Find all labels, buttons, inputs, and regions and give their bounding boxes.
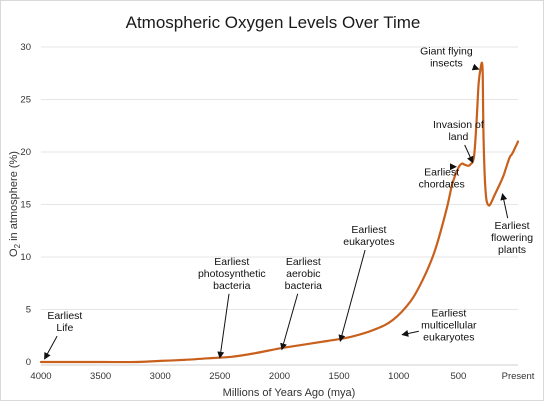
x-tick-label: Present bbox=[502, 371, 535, 382]
annotation-label: Giant flying bbox=[420, 46, 473, 58]
annotation-label: Earliest bbox=[495, 220, 530, 232]
annotation-label: multicellular bbox=[421, 319, 477, 331]
axis-layer: 4000 3500 3000 2500 2000 1500 1000 500 Present bbox=[30, 364, 535, 382]
annotation-label: Earliest bbox=[431, 307, 466, 319]
annotation-label: flowering bbox=[491, 232, 533, 244]
annotation-label: Invasion of bbox=[433, 119, 484, 131]
x-tick-label: 1000 bbox=[388, 371, 409, 382]
annotation-label: Life bbox=[56, 322, 73, 334]
annotation-label: Earliest bbox=[286, 256, 321, 268]
y-tick-label: 5 bbox=[26, 305, 31, 316]
chart-title: Atmospheric Oxygen Levels Over Time bbox=[126, 13, 421, 32]
x-tick-label: 2000 bbox=[269, 371, 290, 382]
annotation-arrow bbox=[338, 249, 366, 342]
annotation-label: insects bbox=[430, 58, 463, 70]
annotation-label: bacteria bbox=[285, 280, 323, 292]
y-axis-label-main: O bbox=[8, 248, 20, 257]
annotation-label: land bbox=[448, 131, 468, 143]
series-layer bbox=[39, 61, 520, 364]
annotation-label: Earliest bbox=[424, 166, 459, 178]
y-axis-label-subscript: 2 bbox=[13, 243, 22, 248]
x-tick-label: 4000 bbox=[30, 371, 51, 382]
annotation-label: eukaryotes bbox=[343, 236, 394, 248]
x-tick-label: 3500 bbox=[90, 371, 111, 382]
annotation-arrow bbox=[471, 63, 480, 71]
annotation-arrow bbox=[464, 144, 474, 164]
y-tick-label: 0 bbox=[26, 357, 31, 368]
annotation-label: photosynthetic bbox=[198, 268, 266, 280]
x-tick-label: 500 bbox=[450, 371, 466, 382]
grid-layer: 0 5 10 15 20 25 30 bbox=[20, 42, 518, 368]
annotation-label: bacteria bbox=[213, 280, 251, 292]
y-tick-label: 30 bbox=[20, 42, 31, 53]
annotation-arrow bbox=[217, 293, 230, 359]
annotation-label: plants bbox=[498, 244, 526, 256]
annotation-arrow bbox=[500, 193, 509, 219]
y-axis-label-rest: in atmosphere (%) bbox=[8, 151, 20, 244]
y-tick-label: 25 bbox=[20, 95, 31, 106]
y-axis-label: O2 in atmosphere (%) bbox=[8, 151, 22, 257]
annotation-arrow bbox=[401, 330, 419, 337]
annotation-label: eukaryotes bbox=[423, 331, 474, 343]
annotation-layer: EarliestLifeEarliestphotosyntheticbacter… bbox=[44, 46, 533, 360]
x-tick-label: 2500 bbox=[209, 371, 230, 382]
x-axis-label: Millions of Years Ago (mya) bbox=[223, 387, 356, 399]
x-tick-label: 3000 bbox=[150, 371, 171, 382]
annotation-label: aerobic bbox=[286, 268, 320, 280]
annotation-label: Earliest bbox=[351, 224, 386, 236]
x-tick-label: 1500 bbox=[329, 371, 350, 382]
annotation-label: Earliest bbox=[214, 256, 249, 268]
y-tick-label: 10 bbox=[20, 252, 31, 263]
oxygen-series-line-0 bbox=[39, 61, 520, 364]
annotation-label: Earliest bbox=[47, 310, 82, 322]
y-tick-label: 15 bbox=[20, 200, 31, 211]
annotation-label: chordates bbox=[419, 178, 465, 190]
annotation-arrow bbox=[44, 335, 58, 360]
y-tick-label: 20 bbox=[20, 147, 31, 158]
annotation-arrow bbox=[280, 293, 299, 351]
